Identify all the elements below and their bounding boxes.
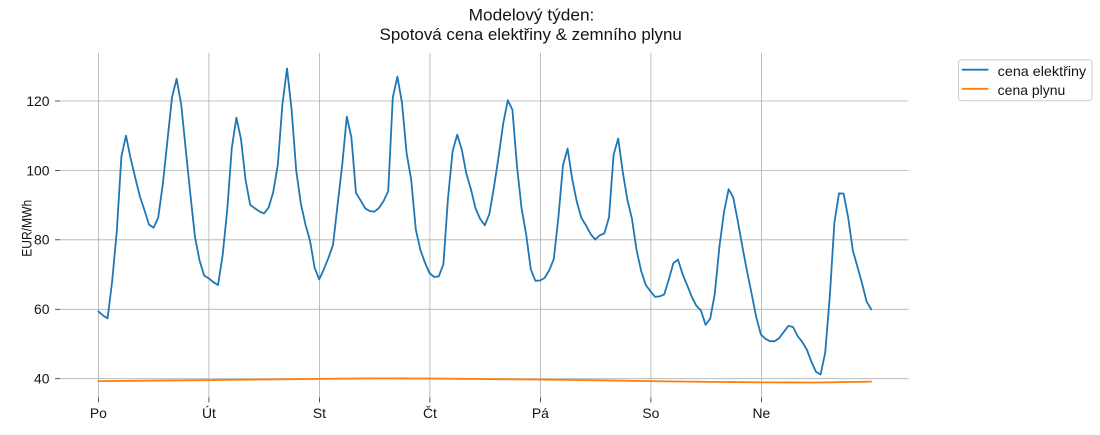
svg-text:80: 80 [34,232,50,248]
svg-text:St: St [313,405,326,421]
svg-text:EUR/MWh: EUR/MWh [19,200,35,257]
svg-text:120: 120 [26,93,49,109]
svg-text:100: 100 [26,162,49,178]
svg-text:Út: Út [202,405,216,421]
svg-text:Po: Po [90,405,107,421]
svg-text:Ne: Ne [753,405,771,421]
svg-text:Pá: Pá [532,405,549,421]
svg-text:So: So [642,405,659,421]
svg-text:60: 60 [34,301,50,317]
svg-text:Spotová cena elektřiny & zemní: Spotová cena elektřiny & zemního plynu [380,25,682,44]
svg-text:cena elektřiny: cena elektřiny [998,63,1087,79]
svg-text:40: 40 [34,371,50,387]
svg-text:cena plynu: cena plynu [998,82,1066,98]
svg-text:Čt: Čt [423,405,437,421]
svg-text:Modelový týden:: Modelový týden: [469,6,595,25]
